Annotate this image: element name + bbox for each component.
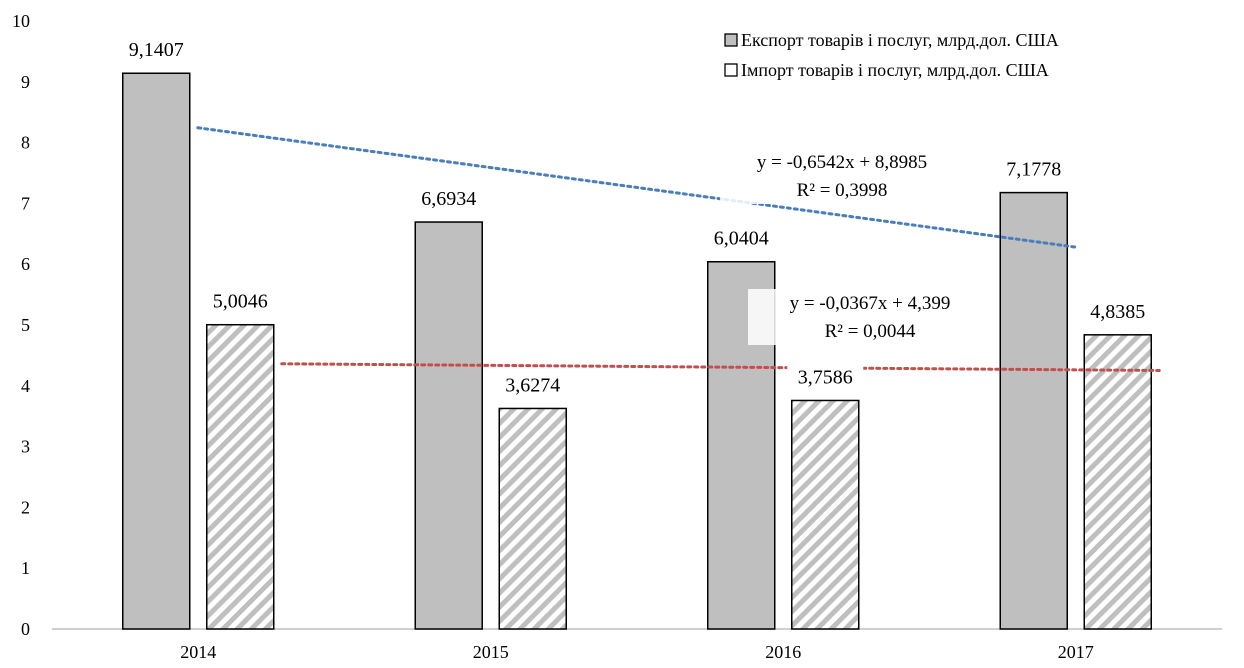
export-bar <box>122 72 191 630</box>
import-bar <box>791 399 860 630</box>
data-label-bg <box>118 37 195 64</box>
data-label-bg <box>995 156 1072 183</box>
legend-label-export: Експорт товарів і послуг, млрд.дол. США <box>741 30 1059 50</box>
y-tick-label: 6 <box>21 254 30 274</box>
data-label-bg <box>494 372 571 399</box>
equation-bg <box>748 289 992 345</box>
import-bar <box>206 323 275 630</box>
trendlines <box>196 126 1161 372</box>
x-tick-label: 2014 <box>180 642 216 662</box>
y-tick-label: 1 <box>21 558 30 578</box>
x-tick-label: 2015 <box>473 642 509 662</box>
y-tick-label: 3 <box>21 437 30 457</box>
data-label: 5,0046 <box>213 291 268 313</box>
data-label: 7,1778 <box>1006 159 1061 181</box>
y-tick-label: 4 <box>21 376 30 396</box>
data-label: 3,6274 <box>505 374 560 396</box>
data-label-bg <box>1079 298 1156 325</box>
trendline-equation: y = -0,6542x + 8,8985 <box>757 152 927 173</box>
y-axis: 0 1 2 3 4 5 6 7 8 9 10 <box>12 11 30 639</box>
data-label-bg <box>410 186 487 213</box>
y-tick-label: 2 <box>21 497 30 517</box>
y-tick-label: 0 <box>21 619 30 639</box>
trendline-equations: y = -0,6542x + 8,8985 R² = 0,3998 y = -0,0… <box>720 148 992 345</box>
x-tick-label: 2016 <box>765 642 801 662</box>
equation-bg <box>720 148 964 204</box>
data-label-bg <box>202 288 279 315</box>
legend-swatch-import <box>724 63 738 77</box>
legend-label-import: Імпорт товарів і послуг, млрд.дол. США <box>741 60 1049 80</box>
data-label: 3,7586 <box>798 366 853 388</box>
y-tick-label: 5 <box>21 315 30 335</box>
y-tick-label: 9 <box>21 72 30 92</box>
data-label: 4,8385 <box>1090 301 1145 323</box>
legend: Експорт товарів і послуг, млрд.дол. США І… <box>724 30 1059 80</box>
trendline-r-squared: R² = 0,0044 <box>825 321 916 342</box>
import-bar <box>498 407 567 630</box>
data-label-bg <box>787 364 864 391</box>
y-tick-label: 7 <box>21 193 30 213</box>
data-label: 6,6934 <box>421 188 476 210</box>
bars <box>122 72 1152 630</box>
export-bar <box>999 191 1068 630</box>
export-trendline <box>196 126 1077 249</box>
trendline-r-squared: R² = 0,3998 <box>797 180 888 201</box>
data-label-bg <box>703 225 780 252</box>
export-bar <box>414 221 483 630</box>
import-bar <box>1083 334 1152 630</box>
x-axis: 2014 2015 2016 2017 <box>52 628 1222 662</box>
y-tick-label: 8 <box>21 133 30 153</box>
data-label: 9,1407 <box>129 39 184 61</box>
trendline-equation: y = -0,0367x + 4,399 <box>790 293 951 314</box>
y-tick-label: 10 <box>12 11 30 31</box>
data-labels: 9,1407 6,6934 6,0404 7,1778 5,0046 3,6274 3,75… <box>118 37 1156 399</box>
import-trendline <box>280 362 1161 372</box>
legend-swatch-export <box>724 33 738 47</box>
data-label: 6,0404 <box>714 228 769 250</box>
x-tick-label: 2017 <box>1058 642 1094 662</box>
